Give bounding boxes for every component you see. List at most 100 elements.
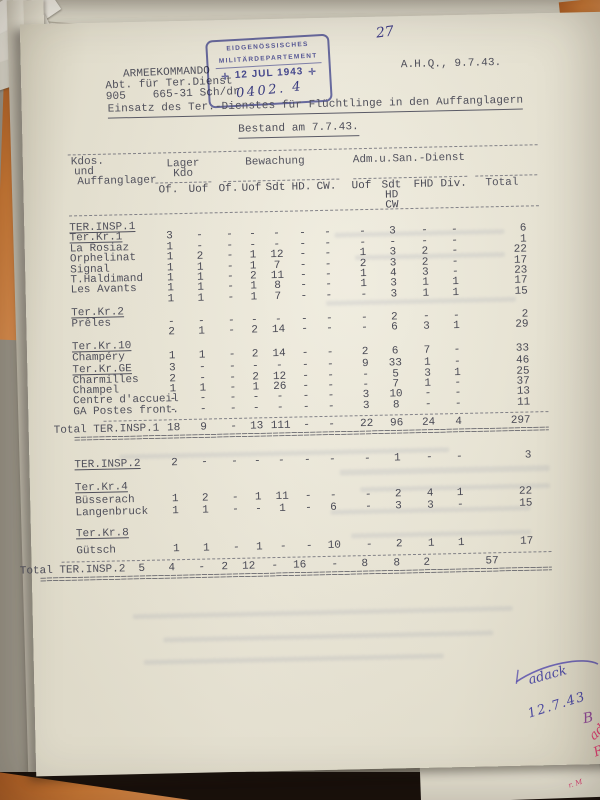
table-row-total: 3 — [524, 449, 532, 462]
table-cell: 111 — [270, 419, 291, 433]
table-row-label: TER.INSP.2 — [74, 458, 141, 472]
table-cell: 5 — [138, 562, 146, 575]
column-header: Of. — [158, 184, 179, 197]
table-cell: 24 — [421, 416, 436, 430]
table-cell: 1 — [393, 452, 401, 465]
column-header: HD. — [291, 181, 312, 194]
table-cell: 8 — [361, 557, 369, 570]
table-cell: 12 — [242, 560, 256, 573]
table-cell: 2 — [251, 324, 259, 337]
table-cell: - — [454, 397, 462, 410]
table-cell: 14 — [271, 323, 286, 337]
table-cell: 4 — [168, 561, 176, 574]
table-cell: 14 — [272, 347, 286, 360]
column-header: FHD — [413, 178, 434, 191]
column-header: Uof — [188, 183, 209, 196]
table-cell: 2 — [168, 326, 176, 339]
table-cell: 10 — [327, 539, 342, 553]
table-cell: 6 — [391, 321, 398, 334]
table-cell: - — [199, 403, 207, 416]
table-cell: - — [301, 347, 309, 360]
table-cell: - — [329, 489, 337, 502]
table-cell: - — [328, 418, 336, 432]
table-cell: 13 — [249, 420, 264, 433]
table-cell: - — [303, 419, 311, 432]
table-cell: 1 — [452, 286, 460, 299]
table-cell: - — [455, 451, 463, 464]
table-cell: - — [364, 488, 372, 502]
column-header: Div. — [440, 177, 467, 191]
table-cell: 1 — [171, 493, 179, 506]
table-cell: 96 — [389, 417, 404, 430]
table-cell: 2 — [221, 560, 229, 573]
table-cell: 1 — [197, 292, 205, 305]
table-cell: 9 — [200, 421, 208, 434]
table-cell: 1 — [172, 543, 180, 556]
column-header-kdos: Auffanglager — [77, 174, 157, 189]
table-row-total: 15 — [514, 285, 528, 298]
table-cell: - — [271, 559, 279, 572]
table-cell: 6 — [330, 502, 337, 515]
table-cell: - — [302, 401, 310, 414]
table-cell: - — [278, 455, 285, 468]
table-row-label: Gütsch — [76, 544, 117, 558]
table-cell: 2 — [361, 345, 369, 358]
table-cell: 1 — [202, 504, 209, 518]
table-row-total: 33 — [515, 342, 530, 355]
table-cell: - — [326, 322, 334, 335]
table-cell: 3 — [427, 499, 434, 513]
table-cell: - — [328, 453, 336, 467]
table-cell: 3 — [390, 288, 398, 301]
red-handwriting-marks: r. M — [567, 777, 584, 790]
table-cell: 2 — [395, 538, 403, 551]
table-cell: 3 — [362, 399, 370, 412]
table-top-rule — [67, 144, 538, 156]
table-cell: - — [279, 540, 287, 554]
table-cell: 1 — [172, 505, 179, 518]
table-cell: - — [325, 289, 333, 302]
table-cell: - — [326, 346, 334, 359]
section-header-row: TER.INSP.2 2- - - - - - -1- -3 — [29, 449, 600, 473]
table-cell: - — [300, 290, 308, 303]
table-cell: 1 — [456, 486, 464, 500]
column-header: Sdt — [265, 181, 286, 195]
table-cell: 16 — [292, 558, 307, 572]
table-row-label: Champéry — [72, 351, 126, 365]
table-cell: - — [424, 398, 432, 411]
table-cell: 1 — [202, 542, 210, 555]
table-cell: 2 — [171, 457, 178, 470]
table-cell: - — [365, 539, 373, 552]
table-cell: 7 — [423, 344, 431, 357]
table-cell: - — [252, 402, 260, 415]
table-cell: 1 — [254, 491, 262, 504]
table-cell: 8 — [393, 556, 401, 570]
table-row-label: Ter.Kr.8 — [75, 527, 129, 541]
table-cell: 1 — [453, 319, 460, 333]
table-cell: - — [331, 558, 339, 571]
table-cell: 4 — [426, 487, 434, 500]
table-row-label: Langenbruck — [75, 506, 149, 520]
table-cell: 1 — [457, 537, 465, 550]
table-row-total: 15 — [519, 497, 533, 511]
table-cell: 2 — [251, 348, 259, 361]
table-cell: - — [304, 454, 311, 467]
table-cell: - — [453, 343, 461, 356]
table-cell: 8 — [392, 399, 400, 412]
table-cell: 11 — [275, 490, 289, 504]
table-cell: 1 — [167, 293, 175, 306]
table-cell: 1 — [198, 325, 206, 338]
table-row-total: 11 — [516, 396, 531, 409]
table-cell: 2 — [394, 488, 402, 501]
group-header: Adm.u.San.-Dienst — [352, 151, 466, 167]
table-cell: - — [365, 501, 372, 514]
table-cell: 1 — [198, 349, 206, 362]
table-cell: - — [254, 455, 261, 468]
table-cell: - — [360, 288, 368, 301]
table-cell: 3 — [423, 320, 430, 333]
table-cell: 4 — [455, 416, 463, 429]
table-cell: - — [276, 401, 284, 414]
table-cell: 1 — [422, 287, 430, 300]
table-cell: - — [363, 453, 371, 466]
table-cell: 2 — [423, 556, 431, 569]
